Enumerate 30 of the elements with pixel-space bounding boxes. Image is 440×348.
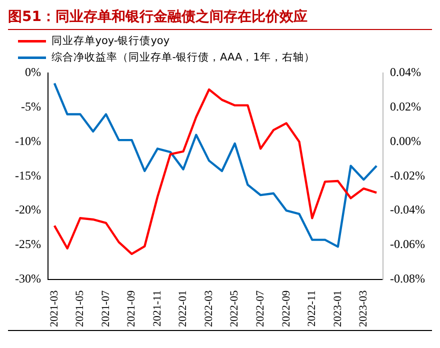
x-tick-label: 2022-03 (202, 290, 215, 328)
y-tick-label: -10% (14, 134, 41, 148)
x-tick-label: 2021-03 (48, 290, 60, 328)
x-tick-label: 2021-11 (151, 290, 164, 327)
y-tick-label: -20% (14, 202, 41, 217)
x-tick-label: 2022-11 (306, 290, 318, 327)
y2-tick-label: -0.04% (390, 202, 426, 217)
x-tick-label: 2021-09 (126, 290, 138, 328)
y2-tick-label: -0.02% (390, 168, 426, 182)
y-tick-label: -15% (14, 168, 41, 182)
x-tick-label: 2021-07 (100, 290, 112, 328)
chart-title: 图51：同业存单和银行金融债之间存在比价效应 (8, 8, 432, 30)
x-tick-label: 2023-01 (332, 290, 344, 328)
y-tick-label: 0% (24, 65, 41, 80)
y2-tick-label: 0.00% (390, 134, 422, 148)
x-tick-label: 2022-07 (254, 290, 266, 328)
x-tick-label: 2023-03 (358, 290, 370, 328)
y-tick-label: -5% (20, 100, 41, 114)
x-tick-label: 2022-09 (280, 290, 292, 328)
x-tick-label: 2022-01 (177, 290, 190, 328)
y2-tick-label: 0.02% (390, 100, 422, 114)
y2-tick-label: -0.08% (390, 271, 426, 286)
y-tick-label: -25% (14, 237, 41, 252)
legend-label: 综合净收益率（同业存单-银行债，AAA，1年，右轴） (51, 50, 315, 64)
legend-label: 同业存单yoy-银行债yoy (51, 34, 170, 47)
x-tick-label: 2022-05 (228, 290, 241, 328)
y-tick-label: -30% (14, 271, 41, 286)
y2-tick-label: 0.04% (390, 65, 422, 80)
x-tick-label: 2021-05 (74, 290, 86, 328)
y2-tick-label: -0.06% (390, 237, 426, 252)
